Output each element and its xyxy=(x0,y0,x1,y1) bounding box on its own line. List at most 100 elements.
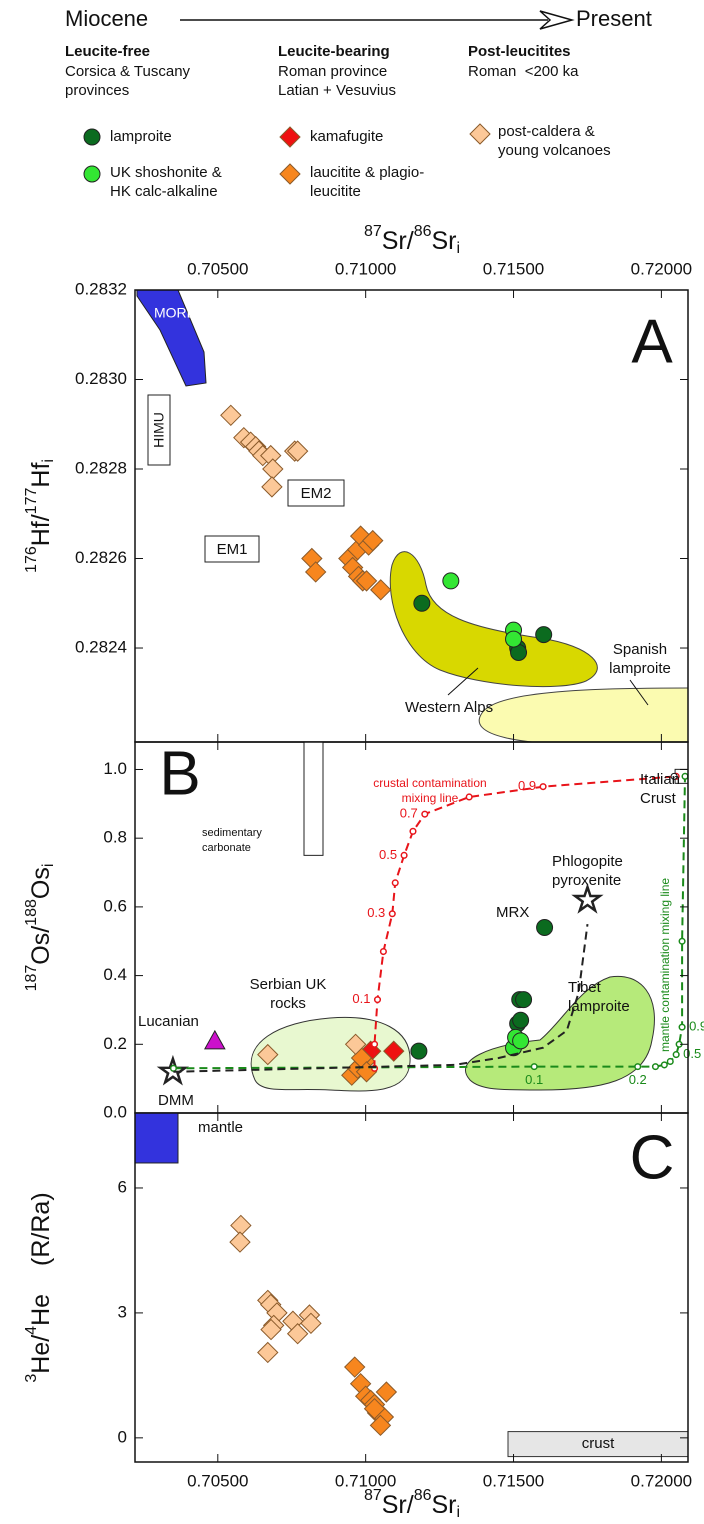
annotation-box: Serbian UK rocks xyxy=(250,976,327,1012)
axis-title-part: 86 xyxy=(414,223,432,240)
legend-group-subtitle-box: Roman province Latian + Vesuvius xyxy=(278,63,396,99)
point xyxy=(229,1231,251,1253)
mix-point xyxy=(400,851,408,859)
legend-marker xyxy=(469,123,491,145)
mix-label: 0.9 xyxy=(689,1019,704,1034)
mix-label: 0.1 xyxy=(525,1072,543,1087)
axis-title-part: 177 xyxy=(23,488,40,515)
mix-label: 0.3 xyxy=(367,905,385,920)
axis-title-part: 187 xyxy=(23,965,40,992)
mix-point xyxy=(379,947,387,956)
annotation-box: Tibet lamproite xyxy=(568,979,630,1015)
legend-group-subtitle: Roman <200 ka xyxy=(468,63,579,80)
mix-point xyxy=(634,1063,642,1071)
region xyxy=(478,687,688,742)
y-tick-label: 0.8 xyxy=(103,828,127,847)
y-tick-label: 0.2832 xyxy=(75,279,127,298)
mix-point xyxy=(660,1061,668,1069)
header-right: Present xyxy=(576,6,652,31)
y-tick-label: 0.2828 xyxy=(75,458,127,477)
point xyxy=(304,561,327,583)
legend-label: kamafugite xyxy=(310,128,384,145)
mix-point xyxy=(373,996,382,1004)
point xyxy=(505,630,523,648)
legend-group-subtitle-box: Corsica & Tuscany provinces xyxy=(65,63,195,99)
axis-title-part: 4 xyxy=(23,1326,40,1335)
legend-group-title-box: Leucite-bearing xyxy=(278,43,390,60)
point xyxy=(344,1356,366,1378)
point xyxy=(220,404,242,427)
region-box xyxy=(135,1113,179,1164)
point xyxy=(286,440,309,462)
region-box xyxy=(507,1431,688,1458)
point xyxy=(344,1033,367,1056)
legend-label-box: UK shoshonite & HK calc-alkaline xyxy=(110,164,222,200)
panel-label: A xyxy=(631,307,673,376)
panel-label: B xyxy=(159,739,200,808)
legend-marker xyxy=(279,126,301,148)
legend-marker xyxy=(279,163,301,185)
annotation: Tibet lamproite xyxy=(568,979,630,1015)
header-left: Miocene xyxy=(65,6,148,31)
point xyxy=(512,1032,530,1050)
mix-point xyxy=(370,1040,379,1048)
point xyxy=(370,579,392,601)
x-tick-label: 0.71000 xyxy=(335,1471,396,1490)
plot-area xyxy=(156,742,688,1092)
point xyxy=(257,1341,279,1364)
legend-group-title-box: Leucite-free xyxy=(65,43,150,60)
axis-title-part: Os/ xyxy=(27,926,55,965)
axis-title-part: Sr xyxy=(431,227,456,255)
panel-frame xyxy=(134,1112,689,1463)
legend-group-title-box: Post-leucitites xyxy=(468,43,571,60)
point xyxy=(383,1040,405,1062)
point xyxy=(300,1312,322,1335)
annotation: DMM xyxy=(158,1092,194,1109)
annotation: Spanish lamproite xyxy=(609,641,672,677)
axis-title-part: 86 xyxy=(414,1487,432,1504)
axis-title-part: 87 xyxy=(364,1487,382,1504)
axis-title: 87Sr/86Sri xyxy=(364,223,460,257)
axis-title-part: He xyxy=(27,1294,55,1326)
annotation-box: Phlogopite pyroxenite xyxy=(552,853,623,889)
point xyxy=(355,570,378,592)
point xyxy=(535,626,553,644)
point xyxy=(261,476,283,498)
y-tick-label: 6 xyxy=(118,1177,127,1196)
x-tick-label: 0.70500 xyxy=(187,259,248,278)
axis-title-part: Sr/ xyxy=(382,227,414,255)
annotation: mantle contamination mixing line xyxy=(658,878,672,1052)
annotation: sedimentary carbonate xyxy=(202,827,265,854)
plot-area xyxy=(136,290,688,742)
point xyxy=(571,882,604,914)
x-tick-label: 0.72000 xyxy=(631,1471,692,1490)
legend-label-box: post-caldera & young volcanoes xyxy=(498,123,611,159)
point xyxy=(512,1011,530,1029)
legend-label: post-caldera & young volcanoes xyxy=(498,123,611,159)
y-tick-label: 0.2824 xyxy=(75,638,127,657)
annotation: MORB xyxy=(154,305,196,321)
axis-title-part: i xyxy=(40,864,57,868)
mix-label: 0.9 xyxy=(518,778,536,793)
y-tick-label: 0 xyxy=(118,1427,127,1446)
axis-title: 87Sr/86Sri xyxy=(364,1487,460,1521)
point xyxy=(203,1029,226,1050)
legend-marker xyxy=(83,128,101,146)
region-box xyxy=(204,535,260,563)
y-tick-label: 0.0 xyxy=(103,1102,127,1121)
point xyxy=(156,1054,190,1086)
point xyxy=(442,572,460,590)
point xyxy=(410,1042,428,1060)
y-tick-label: 3 xyxy=(118,1302,127,1321)
region xyxy=(389,551,598,688)
x-tick-label: 0.71500 xyxy=(483,259,544,278)
mixing-line xyxy=(373,775,677,1069)
mixing-line xyxy=(173,923,589,1073)
axis-title: 187Os/188Osi xyxy=(23,864,57,992)
x-tick-label: 0.70500 xyxy=(187,1471,248,1490)
legend-label-box: laucitite & plagio-leucitite xyxy=(310,164,425,200)
legend-label: laucitite & plagio-leucitite xyxy=(310,164,425,200)
legend-group-subtitle: Corsica & Tuscany provinces xyxy=(65,63,195,99)
point xyxy=(257,1043,279,1066)
legend-marker xyxy=(83,165,101,183)
